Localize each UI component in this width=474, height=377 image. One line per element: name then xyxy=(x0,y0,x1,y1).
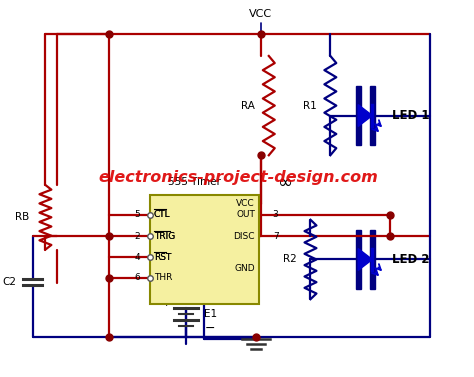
Text: C2: C2 xyxy=(3,277,17,287)
Text: LED 1: LED 1 xyxy=(392,109,430,122)
Text: electronics-project-design.com: electronics-project-design.com xyxy=(98,170,378,185)
Text: LED 2: LED 2 xyxy=(392,253,430,266)
FancyBboxPatch shape xyxy=(370,86,375,145)
FancyBboxPatch shape xyxy=(150,195,259,304)
Text: 3: 3 xyxy=(273,210,279,219)
Text: GND: GND xyxy=(234,264,255,273)
FancyBboxPatch shape xyxy=(356,230,361,289)
Text: DISC: DISC xyxy=(233,232,255,241)
Text: RST: RST xyxy=(154,253,171,262)
Text: +: + xyxy=(162,298,171,308)
Text: RST: RST xyxy=(154,253,171,262)
Text: −: − xyxy=(204,322,215,334)
Text: TRIG: TRIG xyxy=(154,232,175,241)
FancyBboxPatch shape xyxy=(370,230,375,289)
Text: CTL: CTL xyxy=(154,210,170,219)
Text: RB: RB xyxy=(15,212,29,222)
Text: RA: RA xyxy=(241,101,255,110)
Text: THR: THR xyxy=(154,273,172,282)
Text: 7: 7 xyxy=(273,232,279,241)
Text: VCC: VCC xyxy=(249,9,273,19)
Text: OUT: OUT xyxy=(236,210,255,219)
Polygon shape xyxy=(358,248,373,270)
Text: R1: R1 xyxy=(303,101,317,110)
Text: 6: 6 xyxy=(134,273,140,282)
Text: R2: R2 xyxy=(283,254,297,265)
Text: VCC: VCC xyxy=(236,199,255,208)
Text: TRIG: TRIG xyxy=(154,232,175,241)
FancyBboxPatch shape xyxy=(356,86,361,145)
Text: 5: 5 xyxy=(134,210,140,219)
Text: E1: E1 xyxy=(204,309,218,319)
Text: CTL: CTL xyxy=(154,210,170,219)
Text: 2: 2 xyxy=(134,232,140,241)
Text: 555 Timer: 555 Timer xyxy=(168,177,221,187)
Text: ∞: ∞ xyxy=(277,174,292,192)
Text: 4: 4 xyxy=(134,253,140,262)
Polygon shape xyxy=(358,104,373,126)
